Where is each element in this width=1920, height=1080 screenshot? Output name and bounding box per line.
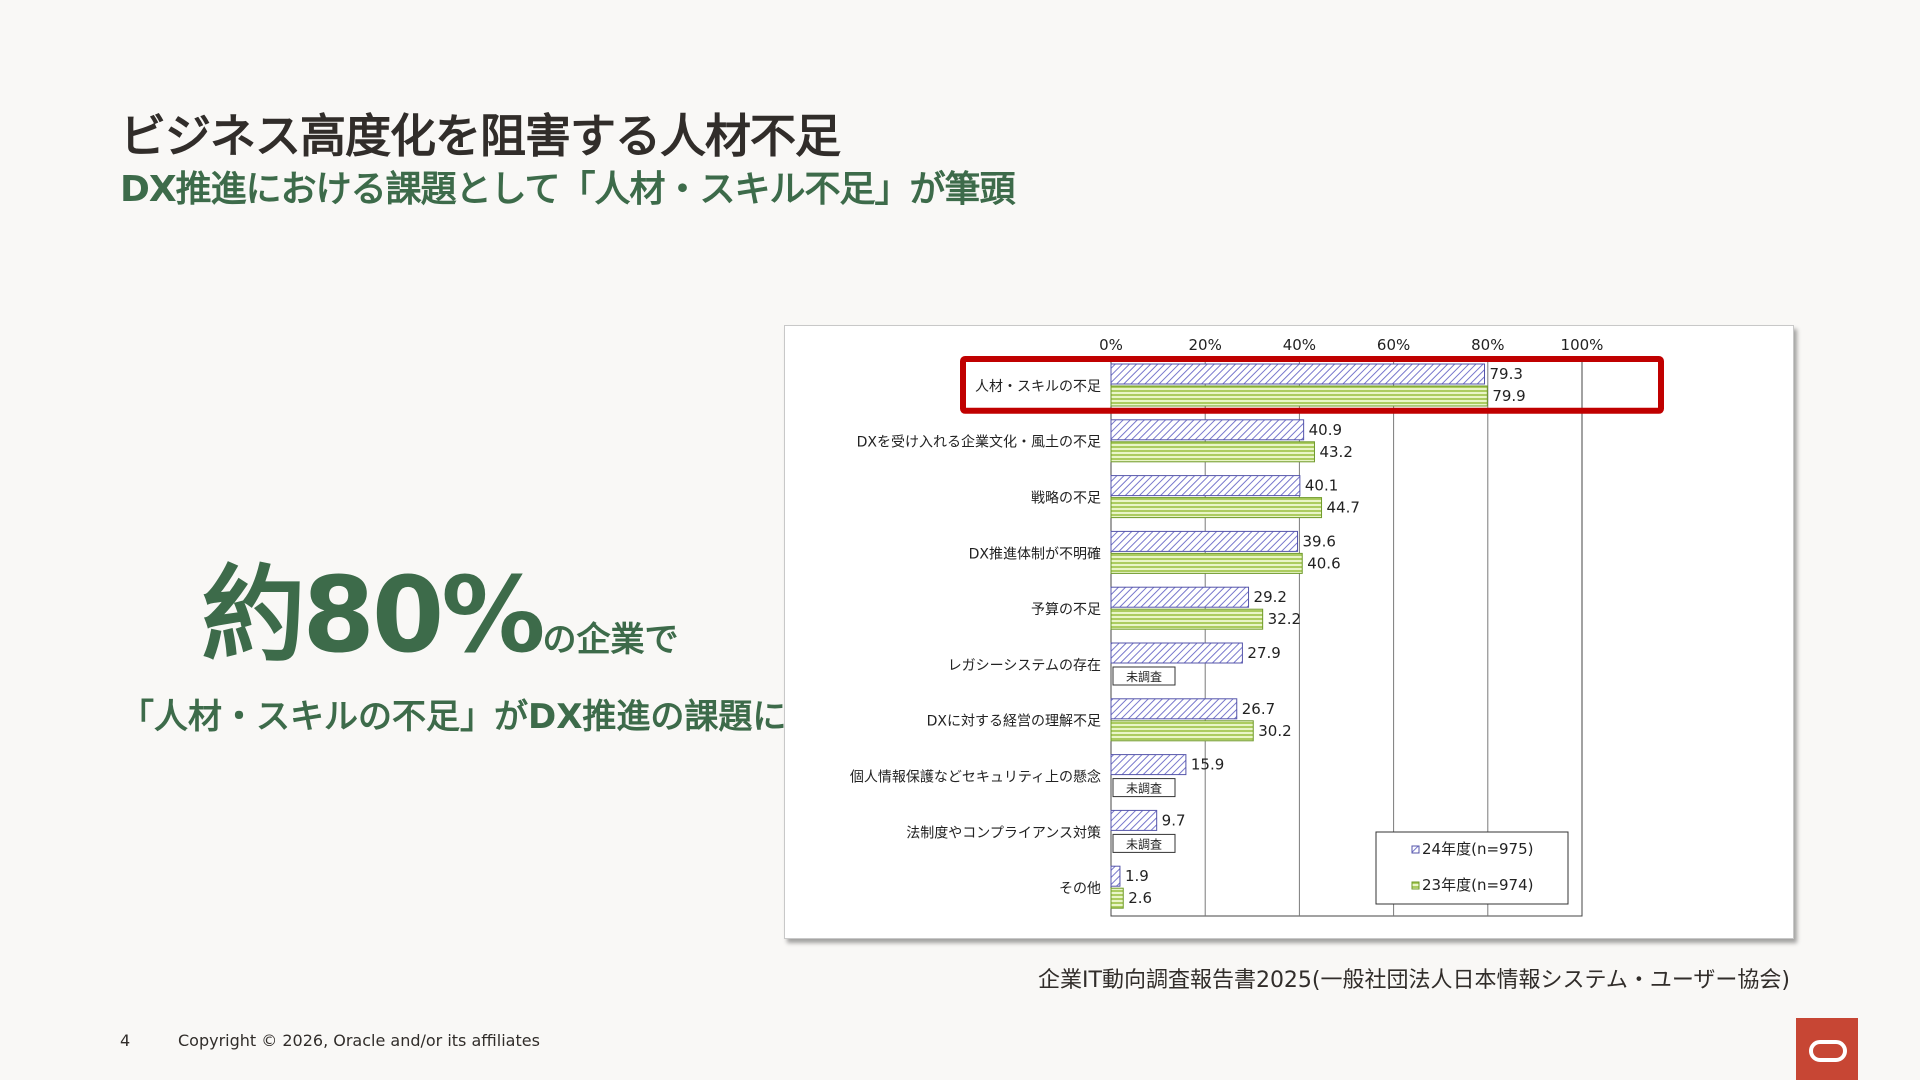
data-label: 15.9 xyxy=(1191,756,1224,774)
x-tick-label: 80% xyxy=(1471,336,1504,354)
data-label: 29.2 xyxy=(1254,588,1287,606)
bar-fy23 xyxy=(1110,887,1124,909)
bar-fy23 xyxy=(1110,552,1303,574)
category-label: 法制度やコンプライアンス対策 xyxy=(906,824,1101,841)
bar-fy24 xyxy=(1110,363,1486,385)
x-tick-label: 100% xyxy=(1561,336,1604,354)
legend-swatch xyxy=(1411,845,1420,854)
bar-fy24 xyxy=(1110,586,1250,608)
data-label: 27.9 xyxy=(1247,644,1280,662)
data-label: 30.2 xyxy=(1258,722,1291,740)
oracle-logo-icon xyxy=(1796,1018,1858,1080)
category-label: DXを受け入れる企業文化・風土の不足 xyxy=(857,434,1101,451)
bar-fy24 xyxy=(1110,419,1305,441)
key-message-line2: 「人材・スキルの不足」がDX推進の課題に xyxy=(120,697,787,737)
category-label: レガシーシステムの存在 xyxy=(948,658,1101,674)
data-label: 40.1 xyxy=(1305,477,1338,495)
data-label: 1.9 xyxy=(1125,867,1149,885)
copyright-text: Copyright © 2026, Oracle and/or its affi… xyxy=(178,1031,540,1050)
missing-data-label: 未調査 xyxy=(1126,782,1162,796)
missing-data-box xyxy=(1112,833,1176,853)
category-label: DX推進体制が不明確 xyxy=(969,546,1101,562)
key-message-line1: 約80%の企業で xyxy=(120,530,760,681)
source-citation: 企業IT動向調査報告書2025(一般社団法人日本情報システム・ユーザー協会) xyxy=(1038,968,1790,993)
category-label: 個人情報保護などセキュリティ上の懸念 xyxy=(850,769,1101,786)
bar-fy23 xyxy=(1110,608,1264,630)
data-label: 32.2 xyxy=(1268,610,1301,628)
data-label: 79.3 xyxy=(1490,365,1523,383)
data-label: 40.6 xyxy=(1307,554,1340,572)
x-tick-label: 40% xyxy=(1283,336,1316,354)
legend-entry: 23年度(n=974) xyxy=(1422,876,1534,894)
bar-fy24 xyxy=(1110,530,1299,552)
category-label: DXに対する経営の理解不足 xyxy=(927,714,1101,730)
slide-title: ビジネス高度化を阻害する人材不足 xyxy=(120,109,841,163)
x-tick-label: 20% xyxy=(1189,336,1222,354)
missing-data-label: 未調査 xyxy=(1126,670,1162,684)
oracle-logo-ring xyxy=(1809,1040,1847,1062)
bar-fy24 xyxy=(1110,642,1243,664)
category-label: 人材・スキルの不足 xyxy=(975,379,1101,395)
legend-swatch xyxy=(1411,881,1420,890)
bar-fy23 xyxy=(1110,720,1254,742)
bar-fy24 xyxy=(1110,809,1158,831)
category-label: 予算の不足 xyxy=(1031,602,1101,618)
missing-data-label: 未調査 xyxy=(1126,837,1162,851)
data-label: 79.9 xyxy=(1492,387,1525,405)
bar-chart: 0% 20% 40% 60% 80% 100% 人材・スキルの不足 79.3 79.9 DXを受け… xyxy=(850,336,1664,917)
bar-fy23 xyxy=(1110,497,1323,519)
data-label: 9.7 xyxy=(1162,811,1186,829)
bar-fy24 xyxy=(1110,865,1121,887)
bar-fy24 xyxy=(1110,698,1238,720)
bar-fy23 xyxy=(1110,385,1488,407)
category-label: その他 xyxy=(1059,881,1101,897)
legend-box xyxy=(1375,831,1569,905)
data-label: 40.9 xyxy=(1309,421,1342,439)
x-tick-label: 0% xyxy=(1099,336,1123,354)
legend-entry: 24年度(n=975) xyxy=(1422,840,1534,858)
slide-subtitle: DX推進における課題として「人材・スキル不足」が筆頭 xyxy=(120,169,1016,210)
data-label: 39.6 xyxy=(1303,532,1336,550)
missing-data-box xyxy=(1112,778,1176,798)
bar-fy24 xyxy=(1110,475,1301,497)
data-label: 43.2 xyxy=(1319,443,1352,461)
page-number: 4 xyxy=(120,1031,131,1050)
x-tick-label: 60% xyxy=(1377,336,1410,354)
chart-frame: 0% 20% 40% 60% 80% 100% 人材・スキルの不足 79.3 79.9 DXを受け… xyxy=(784,325,1794,939)
category-label: 戦略の不足 xyxy=(1031,491,1101,507)
data-label: 26.7 xyxy=(1242,700,1275,718)
key-message-tail: の企業で xyxy=(542,620,679,660)
key-message: 約80%の企業で 「人材・スキルの不足」がDX推進の課題に xyxy=(120,530,787,738)
data-label: 44.7 xyxy=(1327,499,1360,517)
missing-data-box xyxy=(1112,666,1176,686)
highlight-frame xyxy=(960,356,1664,414)
bar-fy23 xyxy=(1110,441,1315,463)
data-label: 2.6 xyxy=(1128,889,1152,907)
key-message-percentage: 約80% xyxy=(201,554,546,676)
bar-fy24 xyxy=(1110,754,1187,776)
